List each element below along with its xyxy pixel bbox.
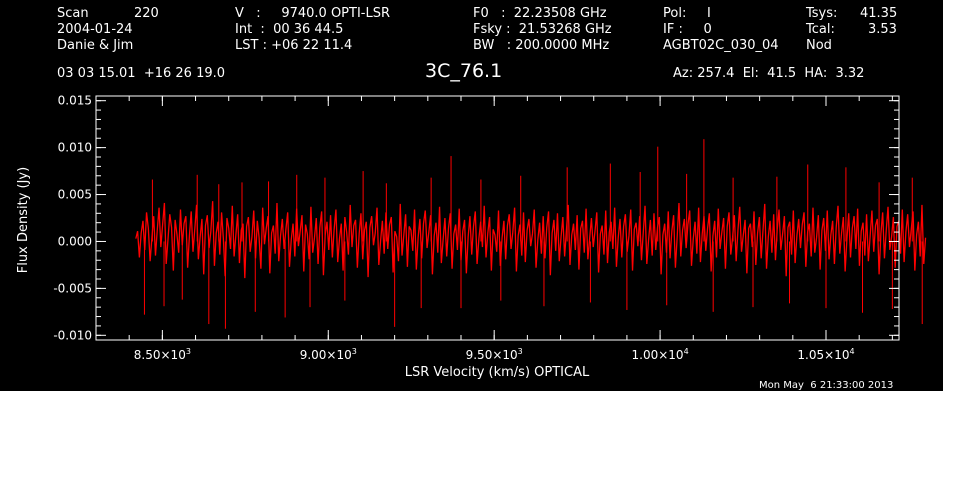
- x-tick-label: 9.50×103: [466, 347, 523, 362]
- render-timestamp: Mon May 6 21:33:00 2013: [759, 380, 894, 391]
- scan-number: 220: [134, 6, 159, 21]
- x-tick-label: 1.00×104: [632, 347, 689, 362]
- plot-window: [0, 0, 943, 391]
- bandwidth-line: BW : 200.0000 MHz: [473, 38, 610, 53]
- pointing-info: Az: 257.4 El: 41.5 HA: 3.32: [673, 66, 865, 81]
- obs-date: 2004-01-24: [57, 22, 133, 37]
- spectrum-chart: 0.015 0.010 0.005 0.000 -0.005 -0.010 8.50×103…: [16, 94, 927, 380]
- integration-line: Int : 00 36 44.5: [235, 22, 344, 37]
- spectrum-series-0: [135, 201, 927, 279]
- project-id: AGBT02C_030_04: [663, 38, 779, 53]
- observers: Danie & Jim: [57, 38, 134, 53]
- x-tick-label: 1.05×104: [797, 347, 854, 362]
- source-title: 3C_76.1: [425, 60, 503, 82]
- axis-ticks: 0.015 0.010 0.005 0.000 -0.005 -0.010 8.50×103…: [53, 94, 899, 362]
- y-tick-label: 0.015: [58, 94, 92, 108]
- if-line: IF : 0: [663, 22, 712, 37]
- tsys-label: Tsys:: [806, 6, 838, 21]
- tcal-label: Tcal:: [806, 22, 835, 37]
- sky-frequency-line: Fsky : 21.53268 GHz: [473, 22, 612, 37]
- x-axis-label: LSR Velocity (km/s) OPTICAL: [405, 365, 590, 380]
- velocity-line: V : 9740.0 OPTI-LSR: [235, 6, 391, 21]
- rest-frequency-line: F0 : 22.23508 GHz: [473, 6, 607, 21]
- x-tick-label: 8.50×103: [134, 347, 191, 362]
- y-axis-label: Flux Density (Jy): [16, 167, 31, 273]
- x-tick-label: 9.00×103: [300, 347, 357, 362]
- obs-mode: Nod: [806, 38, 832, 53]
- source-coordinates: 03 03 15.01 +16 26 19.0: [57, 66, 226, 81]
- y-tick-label: -0.005: [53, 281, 92, 295]
- y-tick-label: 0.005: [58, 188, 92, 202]
- tsys-value: 41.35: [860, 6, 898, 21]
- scan-label: Scan: [57, 6, 89, 21]
- lst-line: LST : +06 22 11.4: [235, 38, 353, 53]
- polarization-line: Pol: I: [663, 6, 711, 21]
- spectrum-trace-layer: [135, 139, 927, 329]
- tcal-value: 3.53: [868, 22, 897, 37]
- y-tick-label: 0.000: [58, 234, 92, 248]
- plot-frame: [95, 95, 900, 341]
- y-tick-label: 0.010: [58, 141, 92, 155]
- y-tick-label: -0.010: [53, 328, 92, 342]
